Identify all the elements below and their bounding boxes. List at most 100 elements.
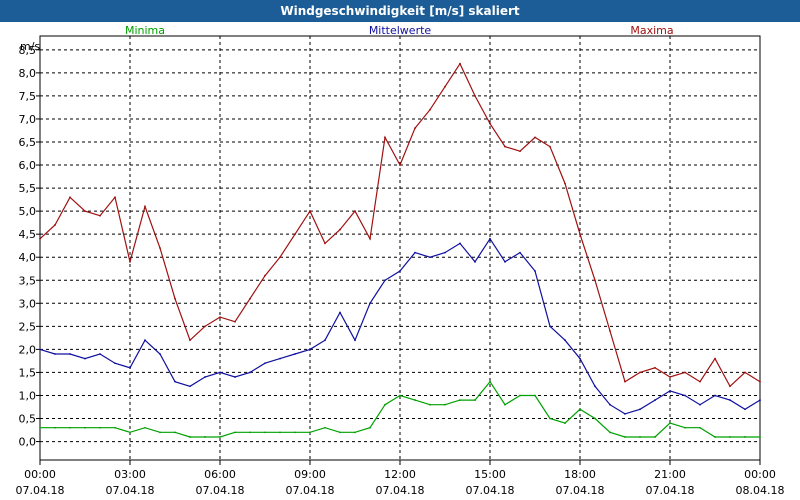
data-point-mittelwerte <box>489 237 491 240</box>
data-point-mittelwerte <box>204 376 206 378</box>
data-point-maxima <box>579 233 581 236</box>
data-point-minima <box>219 436 221 438</box>
y-tick-label: 6,5 <box>19 136 37 149</box>
data-point-mittelwerte <box>399 270 401 272</box>
x-tick-date: 07.04.18 <box>16 484 65 497</box>
data-point-mittelwerte <box>444 251 446 254</box>
x-tick-time: 18:00 <box>564 468 596 481</box>
data-point-minima <box>714 436 716 438</box>
data-point-minima <box>294 431 296 434</box>
y-tick-label: 0,0 <box>19 436 37 449</box>
data-point-minima <box>69 426 71 429</box>
data-point-minima <box>414 399 416 401</box>
data-point-mittelwerte <box>309 348 311 351</box>
data-point-mittelwerte <box>654 399 656 401</box>
data-point-minima <box>654 436 656 438</box>
data-point-mittelwerte <box>414 251 416 254</box>
y-tick-label: 3,5 <box>19 274 37 287</box>
data-point-maxima <box>609 330 611 332</box>
data-point-maxima <box>114 196 116 199</box>
data-point-minima <box>534 394 536 397</box>
data-point-maxima <box>339 228 341 231</box>
data-point-minima <box>309 431 311 434</box>
data-point-minima <box>189 436 191 438</box>
data-point-maxima <box>159 247 161 249</box>
data-point-mittelwerte <box>129 366 131 369</box>
data-point-maxima <box>39 237 41 240</box>
x-tick-date: 07.04.18 <box>466 484 515 497</box>
data-point-minima <box>639 436 641 438</box>
x-tick-time: 00:00 <box>744 468 776 481</box>
y-tick-label: 7,0 <box>19 113 37 126</box>
x-tick-date: 07.04.18 <box>556 484 605 497</box>
y-tick-label: 8,5 <box>19 44 37 57</box>
x-tick-time: 03:00 <box>114 468 146 481</box>
data-point-maxima <box>474 95 476 97</box>
data-point-mittelwerte <box>714 394 716 397</box>
data-point-mittelwerte <box>384 279 386 282</box>
data-point-maxima <box>354 210 356 213</box>
data-point-maxima <box>414 127 416 130</box>
data-point-minima <box>459 399 461 401</box>
data-point-maxima <box>69 196 71 199</box>
y-tick-label: 3,0 <box>19 297 37 310</box>
data-point-maxima <box>399 164 401 166</box>
data-point-maxima <box>234 320 236 323</box>
data-point-mittelwerte <box>759 399 761 401</box>
data-point-mittelwerte <box>174 380 176 383</box>
data-point-maxima <box>564 182 566 185</box>
data-point-mittelwerte <box>684 394 686 397</box>
data-point-maxima <box>204 325 206 328</box>
data-point-maxima <box>294 233 296 236</box>
data-point-minima <box>39 426 41 429</box>
data-point-mittelwerte <box>189 385 191 388</box>
data-point-mittelwerte <box>534 270 536 272</box>
legend-minima: Minima <box>125 24 165 37</box>
data-point-maxima <box>684 371 686 374</box>
data-point-mittelwerte <box>669 389 671 392</box>
data-point-mittelwerte <box>459 242 461 245</box>
data-point-minima <box>144 426 146 429</box>
y-tick-label: 0,5 <box>19 413 37 426</box>
data-point-maxima <box>99 214 101 217</box>
data-point-mittelwerte <box>114 362 116 365</box>
data-point-mittelwerte <box>249 371 251 374</box>
data-point-mittelwerte <box>594 385 596 388</box>
data-point-maxima <box>504 145 506 148</box>
data-point-mittelwerte <box>624 413 626 415</box>
data-point-maxima <box>519 150 521 153</box>
data-point-minima <box>579 408 581 411</box>
data-point-mittelwerte <box>324 339 326 342</box>
data-point-minima <box>159 431 161 434</box>
chart: 0,0 0,5 1,0 1,5 2,0 2,5 3,0 3,5 4,0 4,5 5,0 5,5 6,0 6… <box>16 24 785 497</box>
data-point-minima <box>549 417 551 420</box>
data-point-mittelwerte <box>474 260 476 263</box>
data-point-minima <box>99 426 101 429</box>
y-tick-label: 5,0 <box>19 205 37 218</box>
data-point-mittelwerte <box>84 357 86 360</box>
data-point-mittelwerte <box>234 376 236 378</box>
data-point-minima <box>684 426 686 429</box>
data-point-maxima <box>429 108 431 111</box>
x-tick-time: 00:00 <box>24 468 56 481</box>
data-point-minima <box>429 403 431 406</box>
data-point-maxima <box>219 316 221 319</box>
data-point-minima <box>174 431 176 434</box>
data-point-minima <box>264 431 266 434</box>
data-point-mittelwerte <box>549 325 551 328</box>
data-point-maxima <box>369 237 371 240</box>
data-point-mittelwerte <box>69 353 71 355</box>
chart-title: Windgeschwindigkeit [m/s] skaliert <box>0 0 800 22</box>
data-point-minima <box>399 394 401 397</box>
data-point-maxima <box>744 371 746 374</box>
data-point-maxima <box>654 366 656 369</box>
data-point-minima <box>564 422 566 425</box>
data-point-maxima <box>534 136 536 139</box>
data-point-minima <box>744 436 746 438</box>
data-point-mittelwerte <box>429 256 431 259</box>
x-tick-time: 21:00 <box>654 468 686 481</box>
data-point-mittelwerte <box>39 348 41 351</box>
data-point-mittelwerte <box>579 357 581 360</box>
x-tick-time: 15:00 <box>474 468 506 481</box>
